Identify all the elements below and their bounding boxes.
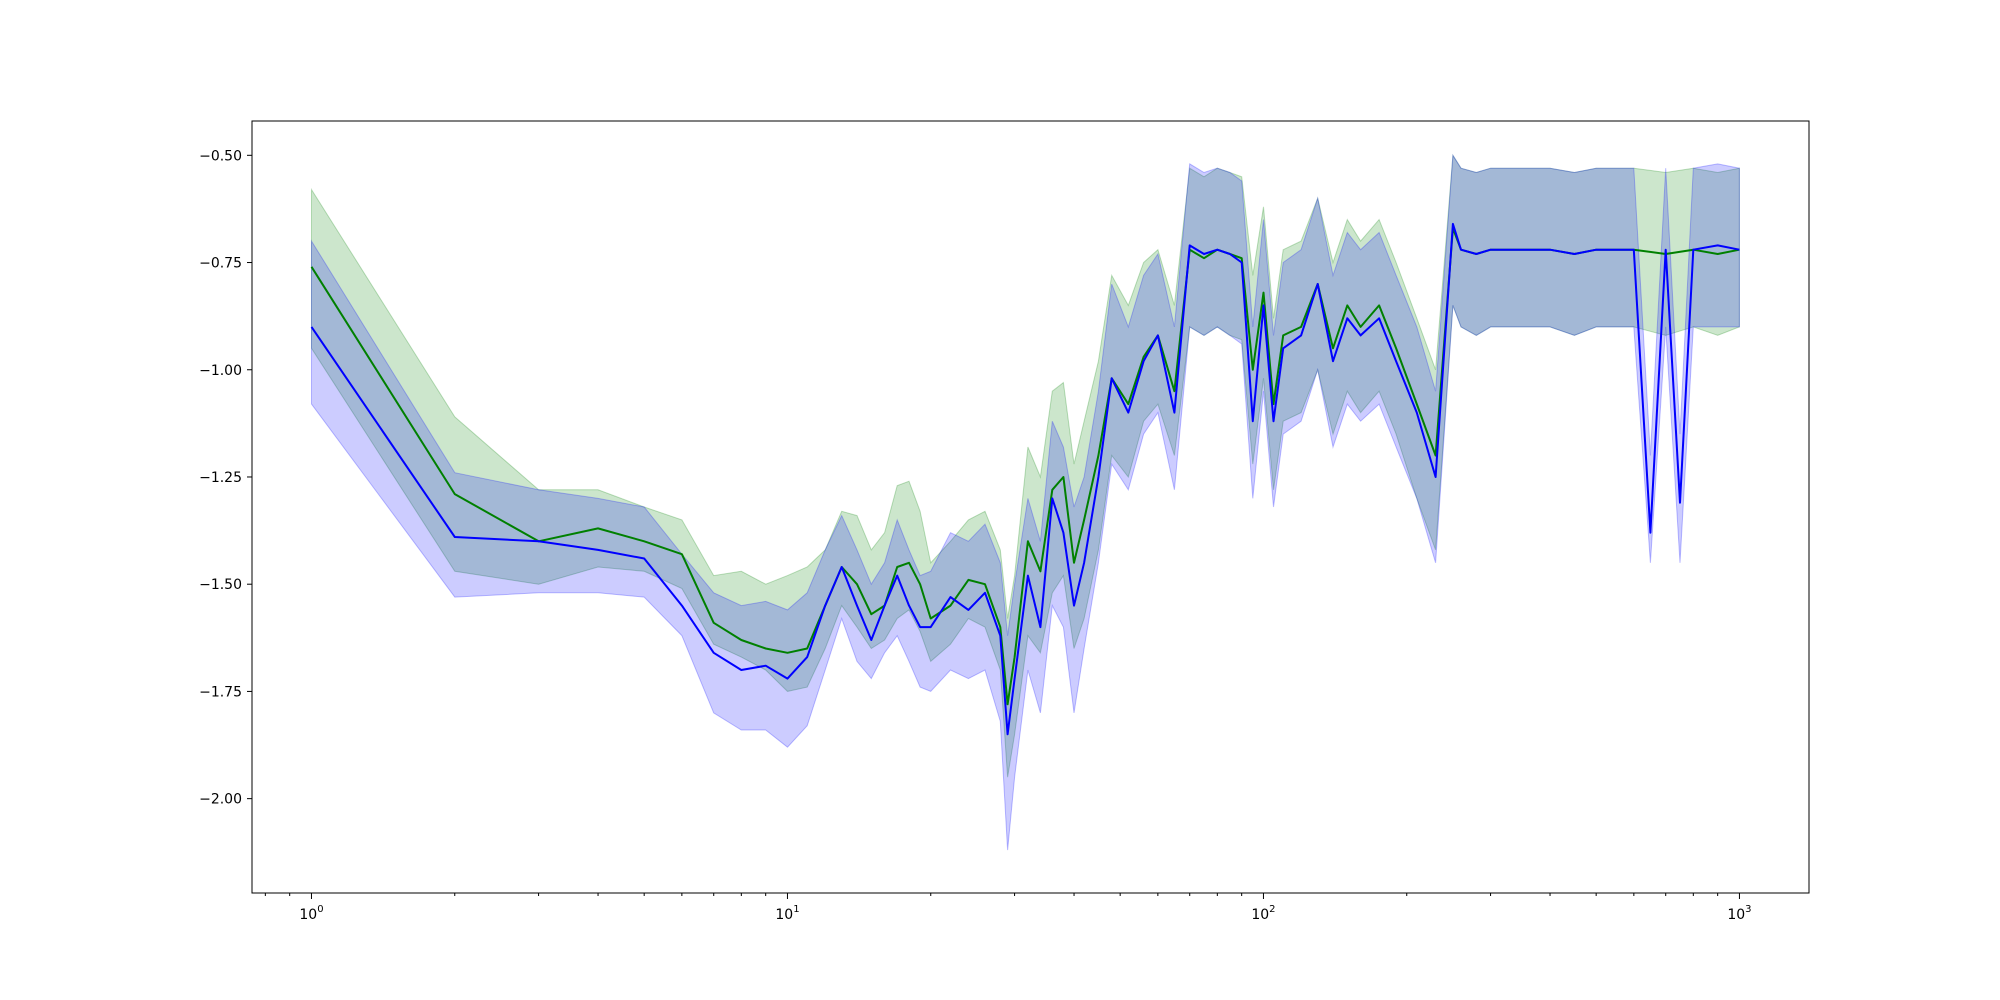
x-tick-label: 101 <box>775 904 799 923</box>
y-axis-ticks: −0.50 −0.75 −1.00 −1.25 −1.50 −1.75 −2.00 <box>199 148 252 808</box>
y-tick-label: −2.00 <box>199 792 242 808</box>
y-tick-label: −1.75 <box>199 684 242 700</box>
x-tick-label: 100 <box>299 904 323 923</box>
y-tick-label: −0.75 <box>199 256 242 272</box>
y-tick-label: −1.50 <box>199 577 242 593</box>
axes-frame <box>251 120 1810 894</box>
x-tick-label: 102 <box>1251 904 1275 923</box>
series-lines <box>310 222 1740 736</box>
y-tick-label: −1.00 <box>199 363 242 379</box>
series-2-line <box>310 222 1740 736</box>
series-1-band <box>311 153 1740 778</box>
x-tick-label: 103 <box>1727 904 1751 923</box>
confidence-bands <box>311 153 1740 851</box>
x-axis-ticks: 100 101 102 103 <box>264 893 1752 923</box>
y-tick-label: −0.50 <box>199 148 242 164</box>
y-tick-label: −1.25 <box>199 470 242 486</box>
